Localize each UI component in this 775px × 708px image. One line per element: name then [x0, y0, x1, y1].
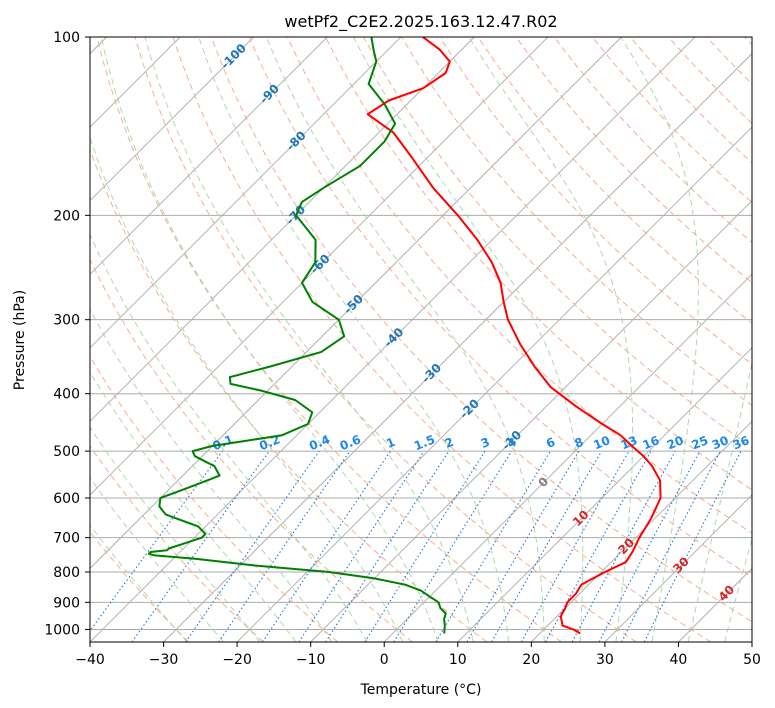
dry-adiabat-line [90, 355, 339, 642]
mixing-ratio-label: 20 [665, 433, 686, 452]
x-tick-label: −30 [149, 652, 179, 668]
mixing-ratio-line [325, 450, 450, 642]
dry-adiabat-line [96, 37, 562, 642]
moist-adiabat-line [620, 37, 699, 642]
y-tick-label: 1000 [44, 622, 80, 638]
isotherm-line [531, 420, 752, 642]
isotherm-line [163, 52, 752, 642]
mixing-ratio-line [393, 450, 513, 642]
mixing-ratio-label: 25 [689, 433, 710, 452]
y-tick-label: 700 [53, 531, 80, 547]
dry-adiabat-line [286, 37, 752, 534]
isotherm-line [90, 37, 254, 202]
moist-adiabat-line [265, 37, 545, 642]
moist-adiabat-line [724, 536, 752, 642]
dry-adiabat-line [172, 37, 712, 642]
isotherm-line [90, 37, 328, 275]
chart-title: wetPf2_C2E2.2025.163.12.47.R02 [284, 12, 557, 32]
x-tick-label: 50 [743, 652, 761, 668]
y-tick-label: 600 [53, 491, 80, 507]
mixing-ratio-line [218, 450, 351, 642]
y-tick-label: 100 [53, 30, 80, 46]
isotherm-line [604, 494, 752, 642]
y-tick-label: 300 [53, 313, 80, 329]
moist-adiabat-line [90, 136, 404, 642]
isotherm-line [457, 347, 752, 642]
y-tick-label: 400 [53, 387, 80, 403]
moist-adiabat-line [100, 37, 439, 642]
plot-frame [89, 36, 753, 643]
y-axis-title: Pressure (hPa) [12, 290, 28, 390]
mixing-ratio-line [90, 450, 223, 632]
moist-adiabat-line [687, 360, 752, 642]
moist-adiabat-line [90, 426, 261, 642]
dry-adiabat-line [325, 37, 752, 491]
background-lines [90, 37, 752, 642]
mixing-ratio-label: 16 [641, 433, 662, 452]
x-axis-title: Temperature (°C) [360, 682, 482, 698]
moist-adiabat-line [144, 37, 474, 642]
x-tick-label: 40 [670, 652, 688, 668]
y-tick-label: 900 [53, 595, 80, 611]
x-tick-label: −10 [296, 652, 326, 668]
dry-adiabat-line [134, 37, 637, 642]
mixing-ratio-label: 30 [710, 433, 731, 452]
y-tick-label: 800 [53, 565, 80, 581]
mixing-ratio-line [521, 450, 630, 642]
isotherm-line [236, 126, 752, 642]
mixing-ratio-line [545, 450, 652, 642]
y-tick-label: 200 [53, 208, 80, 224]
dry-adiabat-line [210, 37, 752, 623]
x-tick-label: 10 [449, 652, 467, 668]
moist-adiabat-line [90, 308, 333, 642]
temperature-profile-line [366, 37, 662, 635]
x-tick-label: −40 [75, 652, 105, 668]
x-tick-label: −20 [222, 652, 252, 668]
moist-adiabat-line [90, 524, 188, 642]
mixing-ratio-line [262, 450, 391, 642]
isotherm-line [383, 273, 752, 642]
dry-adiabat-line [90, 445, 264, 642]
sounding-profiles [147, 37, 662, 635]
moist-adiabat-line [90, 371, 297, 642]
moist-adiabat-line [353, 37, 584, 642]
x-axis: −40 −30 −20 −10 0 10 20 30 40 50 [75, 642, 761, 668]
mixing-ratio-line [185, 450, 320, 642]
moist-adiabat-line [90, 233, 368, 642]
mixing-ratio-label: 10 [591, 433, 612, 452]
dry-adiabat-line [90, 258, 413, 642]
y-axis: 100 200 300 400 500 600 700 800 900 1000 [44, 30, 90, 638]
mixing-ratio-label: 36 [731, 433, 752, 452]
y-tick-label: 500 [53, 444, 80, 460]
isotherm-line [90, 37, 402, 349]
moist-adiabat-line [198, 37, 510, 642]
x-tick-label: 20 [522, 652, 540, 668]
isotherm-line [90, 37, 549, 496]
mixing-ratio-line [298, 450, 425, 642]
mixing-ratio-line [571, 450, 676, 642]
x-tick-label: 30 [596, 652, 614, 668]
moist-adiabat-line [90, 477, 225, 642]
isotherm-line [90, 37, 475, 422]
isotherm-line [90, 37, 622, 570]
dry-adiabat-line [248, 37, 752, 578]
x-tick-label: 0 [380, 652, 389, 668]
dewpoint-profile-line [147, 37, 447, 634]
mixing-ratio-line [131, 450, 270, 642]
mixing-ratio-line [643, 450, 742, 642]
